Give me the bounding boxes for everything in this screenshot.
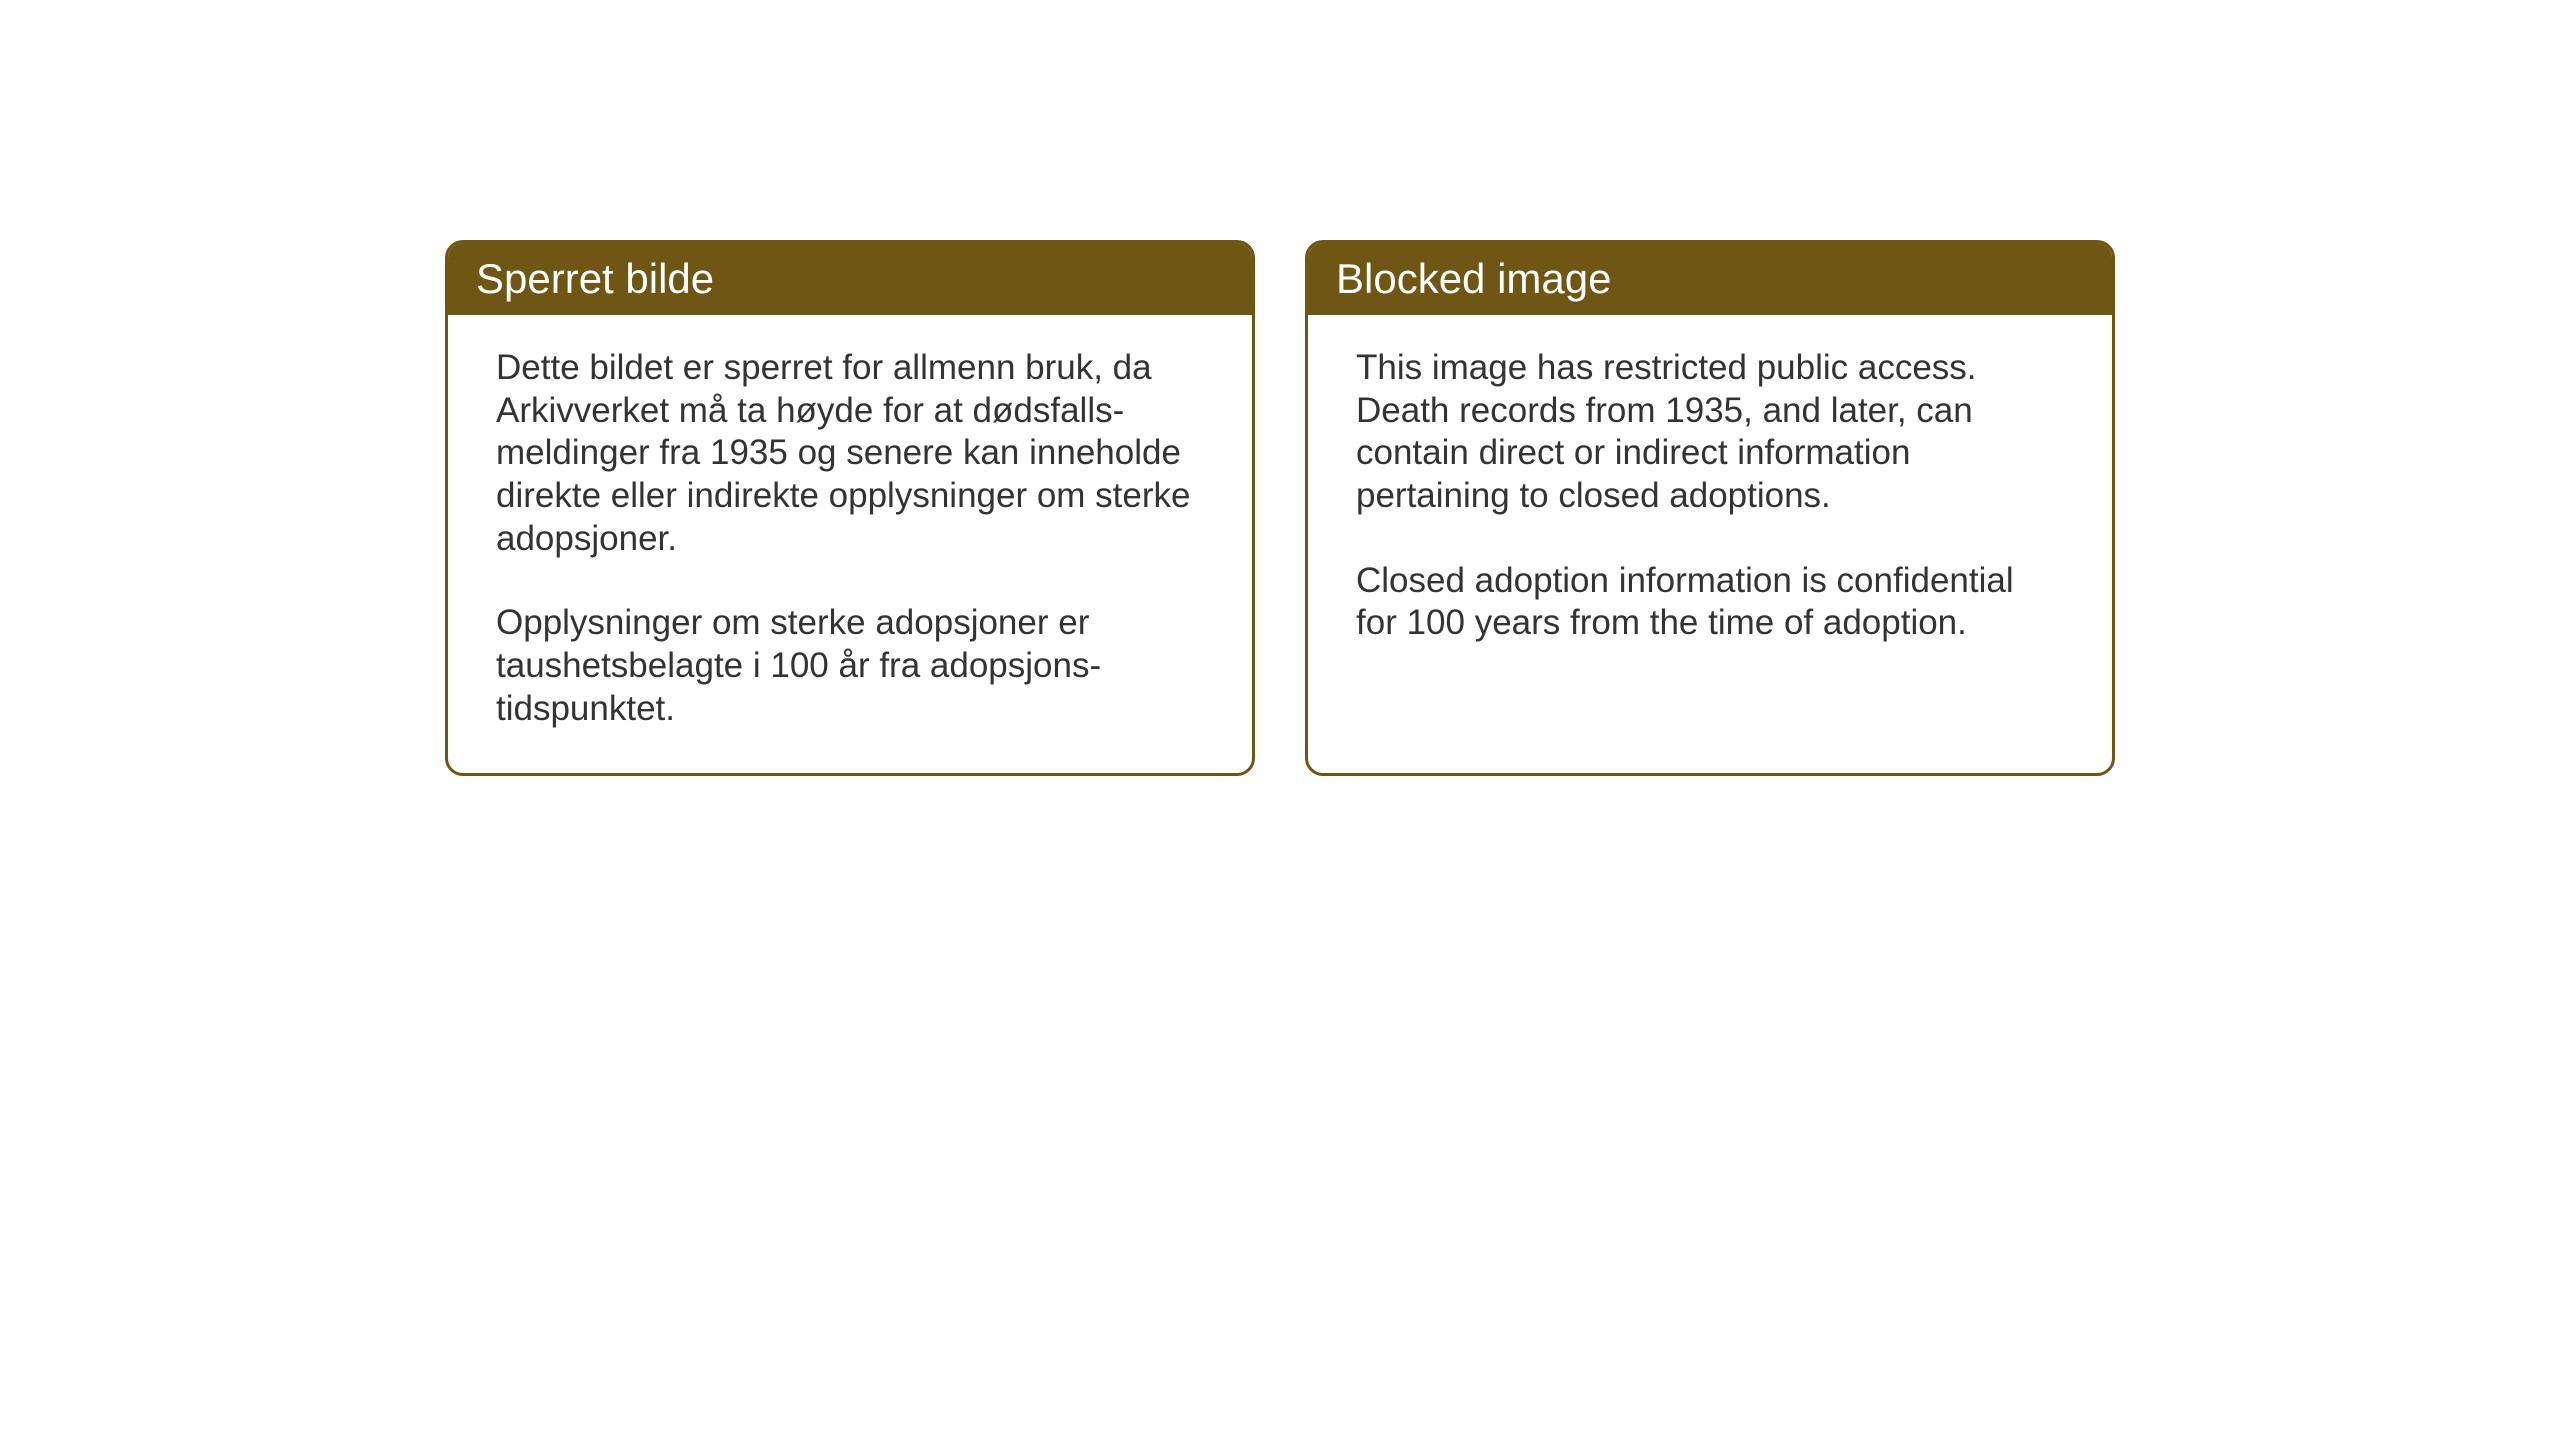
english-paragraph-1: This image has restricted public access.…	[1356, 347, 2064, 518]
norwegian-card-title: Sperret bilde	[448, 243, 1252, 315]
norwegian-paragraph-1: Dette bildet er sperret for allmenn bruk…	[496, 347, 1204, 560]
norwegian-paragraph-2: Opplysninger om sterke adopsjoner er tau…	[496, 602, 1204, 730]
norwegian-card-body: Dette bildet er sperret for allmenn bruk…	[448, 315, 1252, 773]
english-card-body: This image has restricted public access.…	[1308, 315, 2112, 687]
notice-container: Sperret bilde Dette bildet er sperret fo…	[445, 240, 2115, 776]
norwegian-notice-card: Sperret bilde Dette bildet er sperret fo…	[445, 240, 1255, 776]
english-paragraph-2: Closed adoption information is confident…	[1356, 560, 2064, 645]
english-card-title: Blocked image	[1308, 243, 2112, 315]
english-notice-card: Blocked image This image has restricted …	[1305, 240, 2115, 776]
